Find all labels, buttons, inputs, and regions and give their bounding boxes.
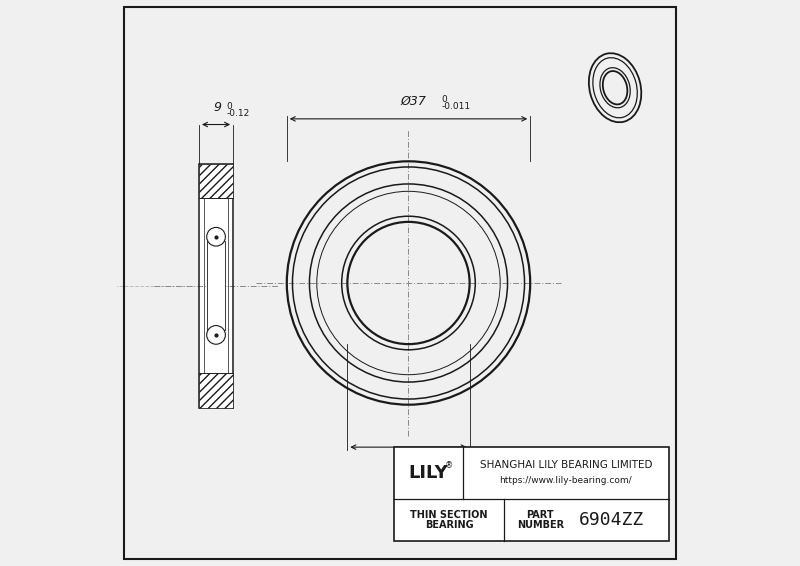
Text: 0: 0 xyxy=(226,102,232,111)
Text: -0.011: -0.011 xyxy=(442,102,470,111)
Bar xyxy=(199,164,233,408)
Text: https://www.lily-bearing.com/: https://www.lily-bearing.com/ xyxy=(499,475,632,484)
Text: 0: 0 xyxy=(434,456,439,465)
Text: -0.010: -0.010 xyxy=(434,463,462,472)
Text: NUMBER: NUMBER xyxy=(517,520,564,530)
Circle shape xyxy=(206,325,226,344)
Text: 6904ZZ: 6904ZZ xyxy=(578,511,644,529)
Text: SHANGHAI LILY BEARING LIMITED: SHANGHAI LILY BEARING LIMITED xyxy=(480,460,652,470)
Text: ®: ® xyxy=(445,461,453,470)
Bar xyxy=(394,447,669,541)
Text: 9: 9 xyxy=(214,101,222,114)
Text: LILY: LILY xyxy=(409,464,449,482)
Text: -0.12: -0.12 xyxy=(226,109,250,118)
Bar xyxy=(199,164,233,198)
Bar xyxy=(199,164,233,408)
Text: 0: 0 xyxy=(442,95,447,104)
Text: PART: PART xyxy=(526,510,554,520)
Text: Ø20: Ø20 xyxy=(398,460,424,473)
Text: Ø37: Ø37 xyxy=(400,95,426,108)
Circle shape xyxy=(206,228,226,246)
Text: BEARING: BEARING xyxy=(425,520,474,530)
Bar xyxy=(206,242,226,330)
Text: THIN SECTION: THIN SECTION xyxy=(410,510,488,520)
Bar xyxy=(199,374,233,408)
